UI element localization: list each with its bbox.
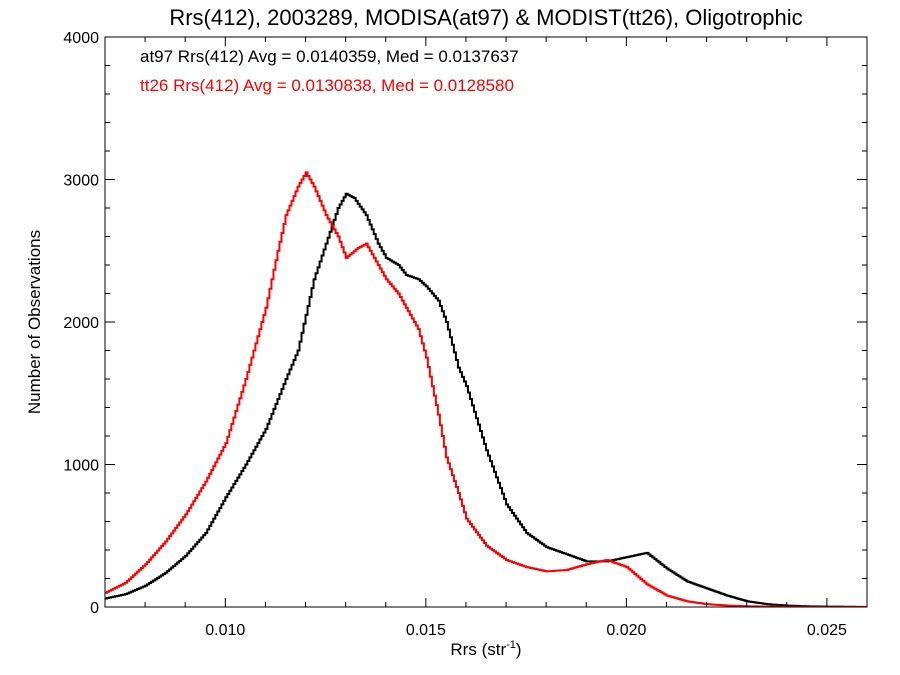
y-tick-label: 0 <box>90 600 99 617</box>
x-axis-label-suffix: ) <box>516 640 522 659</box>
y-axis: 0 1000 2000 3000 4000 <box>63 30 867 617</box>
x-tick-label: 0.010 <box>205 622 245 639</box>
y-axis-label: Number of Observations <box>25 230 44 414</box>
legend-entry-at97: at97 Rrs(412) Avg = 0.0140359, Med = 0.0… <box>140 47 519 66</box>
x-tick-label: 0.015 <box>406 622 446 639</box>
series-line-tt26 <box>105 171 867 607</box>
x-axis-label-text: Rrs (str <box>450 640 506 659</box>
y-tick-label: 3000 <box>63 173 99 190</box>
plot-frame <box>104 36 868 608</box>
y-tick-label: 4000 <box>63 30 99 47</box>
y-tick-label: 2000 <box>63 315 99 332</box>
series-layer <box>105 171 867 607</box>
y-tick-label: 1000 <box>63 458 99 475</box>
x-axis-label: Rrs (str-1) <box>450 639 521 659</box>
x-tick-label: 0.020 <box>606 622 646 639</box>
series-line-at97 <box>105 192 867 607</box>
legend-entry-tt26: tt26 Rrs(412) Avg = 0.0130838, Med = 0.0… <box>140 76 514 95</box>
x-axis: 0.010 0.015 0.020 0.025 <box>144 37 868 639</box>
x-axis-label-superscript: -1 <box>506 639 516 651</box>
chart-title: Rrs(412), 2003289, MODISA(at97) & MODIST… <box>169 5 802 30</box>
x-tick-label: 0.025 <box>807 622 847 639</box>
